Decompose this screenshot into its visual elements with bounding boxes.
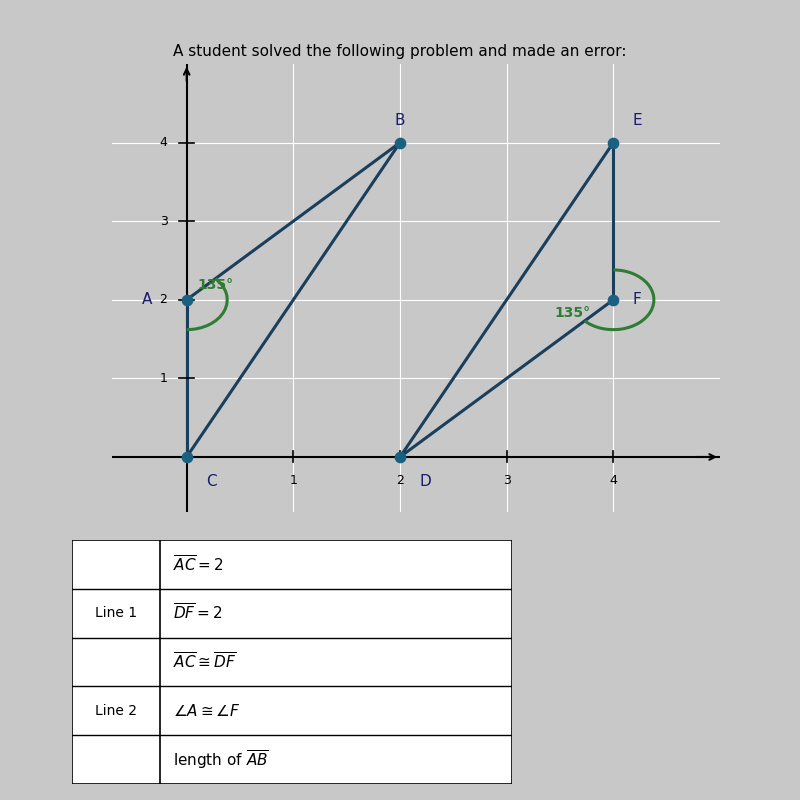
Text: F: F xyxy=(633,292,642,307)
Text: 4: 4 xyxy=(159,136,167,149)
Text: $\angle A \cong \angle F$: $\angle A \cong \angle F$ xyxy=(173,702,241,718)
Text: $\overline{AC} = 2$: $\overline{AC} = 2$ xyxy=(173,554,224,574)
Text: A student solved the following problem and made an error:: A student solved the following problem a… xyxy=(174,44,626,59)
Text: 2: 2 xyxy=(159,294,167,306)
Point xyxy=(607,294,620,306)
Point xyxy=(394,136,406,149)
Text: $\overline{AC} \cong \overline{DF}$: $\overline{AC} \cong \overline{DF}$ xyxy=(173,652,237,672)
Text: 3: 3 xyxy=(502,474,510,487)
Text: E: E xyxy=(633,114,642,129)
Text: 4: 4 xyxy=(610,474,618,487)
Text: 135°: 135° xyxy=(554,306,590,320)
Text: D: D xyxy=(419,474,431,490)
Text: A: A xyxy=(142,292,153,307)
Point xyxy=(394,450,406,463)
Text: 2: 2 xyxy=(396,474,404,487)
Text: 3: 3 xyxy=(159,214,167,228)
Text: 1: 1 xyxy=(159,372,167,385)
Point xyxy=(180,450,193,463)
Text: Line 1: Line 1 xyxy=(95,606,137,620)
Text: 135°: 135° xyxy=(198,278,234,292)
Point xyxy=(180,294,193,306)
Text: Line 2: Line 2 xyxy=(95,704,137,718)
Text: 1: 1 xyxy=(290,474,298,487)
Text: C: C xyxy=(206,474,217,490)
Point xyxy=(607,136,620,149)
Text: length of $\overline{AB}$: length of $\overline{AB}$ xyxy=(173,748,269,771)
Text: B: B xyxy=(394,114,406,129)
Text: $\overline{DF} = 2$: $\overline{DF} = 2$ xyxy=(173,603,222,623)
